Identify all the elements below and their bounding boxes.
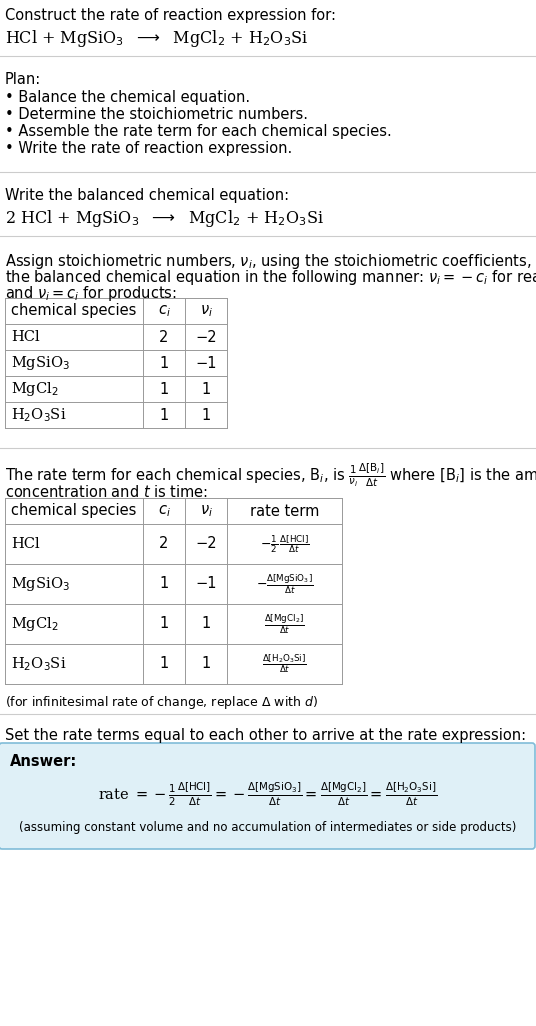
- Text: (assuming constant volume and no accumulation of intermediates or side products): (assuming constant volume and no accumul…: [19, 821, 517, 834]
- Text: 2 HCl + MgSiO$_3$  $\longrightarrow$  MgCl$_2$ + H$_2$O$_3$Si: 2 HCl + MgSiO$_3$ $\longrightarrow$ MgCl…: [5, 208, 324, 229]
- Text: 1: 1: [159, 577, 169, 592]
- Text: rate term: rate term: [250, 504, 319, 518]
- Text: 1: 1: [202, 382, 211, 396]
- Text: −2: −2: [195, 537, 217, 552]
- Text: chemical species: chemical species: [11, 304, 136, 318]
- Text: 1: 1: [202, 617, 211, 631]
- Text: HCl + MgSiO$_3$  $\longrightarrow$  MgCl$_2$ + H$_2$O$_3$Si: HCl + MgSiO$_3$ $\longrightarrow$ MgCl$_…: [5, 28, 309, 49]
- Text: MgSiO$_3$: MgSiO$_3$: [11, 575, 70, 593]
- Text: • Balance the chemical equation.: • Balance the chemical equation.: [5, 90, 250, 105]
- Text: 1: 1: [202, 407, 211, 423]
- Text: $c_i$: $c_i$: [158, 503, 170, 519]
- Text: The rate term for each chemical species, B$_i$, is $\frac{1}{\nu_i}\frac{\Delta[: The rate term for each chemical species,…: [5, 462, 536, 489]
- Text: and $\nu_i = c_i$ for products:: and $\nu_i = c_i$ for products:: [5, 284, 177, 303]
- Text: 2: 2: [159, 329, 169, 345]
- Text: MgCl$_2$: MgCl$_2$: [11, 380, 59, 398]
- Text: HCl: HCl: [11, 330, 40, 344]
- Text: $\frac{\Delta[\mathrm{H_2O_3Si}]}{\Delta t}$: $\frac{\Delta[\mathrm{H_2O_3Si}]}{\Delta…: [262, 653, 307, 675]
- Text: (for infinitesimal rate of change, replace $\Delta$ with $d$): (for infinitesimal rate of change, repla…: [5, 694, 318, 711]
- Text: 1: 1: [159, 382, 169, 396]
- Text: −1: −1: [195, 577, 217, 592]
- Bar: [5, 298, 227, 428]
- Text: 2: 2: [159, 537, 169, 552]
- Text: MgCl$_2$: MgCl$_2$: [11, 615, 59, 633]
- Text: Answer:: Answer:: [10, 754, 77, 770]
- Text: $-\frac{\Delta[\mathrm{MgSiO_3}]}{\Delta t}$: $-\frac{\Delta[\mathrm{MgSiO_3}]}{\Delta…: [256, 573, 313, 596]
- Bar: [5, 498, 342, 684]
- FancyBboxPatch shape: [0, 743, 535, 849]
- Text: rate $= -\frac{1}{2}\frac{\Delta[\mathrm{HCl}]}{\Delta t} = -\frac{\Delta[\mathr: rate $= -\frac{1}{2}\frac{\Delta[\mathrm…: [99, 781, 437, 808]
- Text: Plan:: Plan:: [5, 72, 41, 87]
- Text: 1: 1: [159, 407, 169, 423]
- Text: concentration and $t$ is time:: concentration and $t$ is time:: [5, 484, 208, 500]
- Text: 1: 1: [159, 617, 169, 631]
- Text: MgSiO$_3$: MgSiO$_3$: [11, 354, 70, 372]
- Text: H$_2$O$_3$Si: H$_2$O$_3$Si: [11, 406, 66, 424]
- Text: chemical species: chemical species: [11, 504, 136, 518]
- Text: the balanced chemical equation in the following manner: $\nu_i = -c_i$ for react: the balanced chemical equation in the fo…: [5, 268, 536, 287]
- Text: $\nu_i$: $\nu_i$: [199, 303, 212, 319]
- Text: $\nu_i$: $\nu_i$: [199, 503, 212, 519]
- Text: $\frac{\Delta[\mathrm{MgCl_2}]}{\Delta t}$: $\frac{\Delta[\mathrm{MgCl_2}]}{\Delta t…: [264, 613, 305, 636]
- Text: Write the balanced chemical equation:: Write the balanced chemical equation:: [5, 188, 289, 203]
- Text: Set the rate terms equal to each other to arrive at the rate expression:: Set the rate terms equal to each other t…: [5, 728, 526, 743]
- Text: Assign stoichiometric numbers, $\nu_i$, using the stoichiometric coefficients, $: Assign stoichiometric numbers, $\nu_i$, …: [5, 252, 536, 271]
- Text: $-\frac{1}{2}\,\frac{\Delta[\mathrm{HCl}]}{\Delta t}$: $-\frac{1}{2}\,\frac{\Delta[\mathrm{HCl}…: [260, 534, 309, 555]
- Text: 1: 1: [202, 657, 211, 671]
- Text: Construct the rate of reaction expression for:: Construct the rate of reaction expressio…: [5, 8, 336, 23]
- Text: H$_2$O$_3$Si: H$_2$O$_3$Si: [11, 656, 66, 673]
- Text: −2: −2: [195, 329, 217, 345]
- Text: • Assemble the rate term for each chemical species.: • Assemble the rate term for each chemic…: [5, 124, 392, 139]
- Text: • Determine the stoichiometric numbers.: • Determine the stoichiometric numbers.: [5, 107, 308, 122]
- Text: $c_i$: $c_i$: [158, 303, 170, 319]
- Text: • Write the rate of reaction expression.: • Write the rate of reaction expression.: [5, 141, 292, 156]
- Text: −1: −1: [195, 355, 217, 370]
- Text: 1: 1: [159, 355, 169, 370]
- Text: HCl: HCl: [11, 537, 40, 551]
- Text: 1: 1: [159, 657, 169, 671]
